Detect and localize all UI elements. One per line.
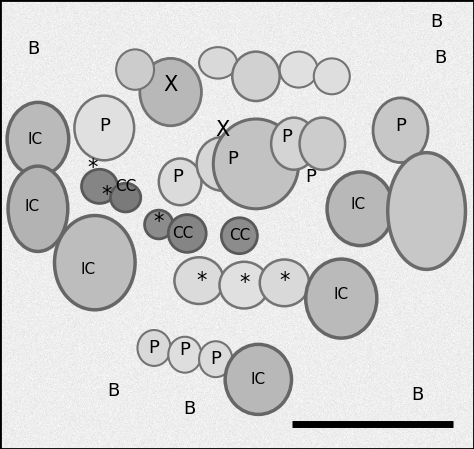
Ellipse shape	[140, 58, 201, 126]
Ellipse shape	[145, 210, 173, 239]
Ellipse shape	[74, 96, 134, 160]
Text: P: P	[210, 350, 221, 368]
Ellipse shape	[213, 119, 299, 209]
Ellipse shape	[8, 166, 68, 251]
Ellipse shape	[199, 47, 237, 79]
Text: CC: CC	[115, 179, 136, 194]
Text: *: *	[196, 271, 207, 291]
Ellipse shape	[373, 98, 428, 163]
Text: IC: IC	[28, 132, 43, 147]
Ellipse shape	[82, 169, 118, 203]
Text: P: P	[173, 168, 183, 186]
Text: P: P	[282, 128, 292, 146]
Ellipse shape	[199, 341, 232, 377]
Ellipse shape	[7, 102, 69, 176]
Text: B: B	[430, 13, 442, 31]
Ellipse shape	[388, 153, 465, 269]
Text: IC: IC	[25, 199, 40, 214]
Ellipse shape	[327, 172, 393, 246]
Ellipse shape	[271, 118, 317, 170]
Text: P: P	[99, 117, 109, 135]
Text: P: P	[305, 168, 316, 186]
Text: P: P	[180, 341, 190, 359]
Ellipse shape	[137, 330, 171, 366]
Ellipse shape	[221, 218, 257, 254]
Text: X: X	[164, 75, 178, 95]
Text: IC: IC	[350, 197, 365, 212]
Text: P: P	[149, 339, 159, 357]
Text: *: *	[154, 212, 164, 232]
Text: IC: IC	[334, 286, 349, 302]
Text: *: *	[87, 158, 98, 178]
Text: B: B	[108, 382, 120, 400]
Text: CC: CC	[172, 226, 193, 241]
Text: B: B	[183, 400, 196, 418]
Ellipse shape	[225, 344, 292, 414]
Ellipse shape	[174, 257, 224, 304]
Text: IC: IC	[80, 262, 95, 277]
Text: IC: IC	[251, 372, 266, 387]
Text: *: *	[279, 271, 290, 291]
Ellipse shape	[197, 137, 249, 191]
Ellipse shape	[314, 58, 350, 94]
Ellipse shape	[159, 158, 201, 205]
Ellipse shape	[306, 259, 377, 338]
Text: B: B	[27, 40, 39, 58]
Ellipse shape	[168, 337, 201, 373]
Ellipse shape	[110, 183, 141, 212]
Ellipse shape	[280, 52, 318, 88]
Text: CC: CC	[229, 228, 250, 243]
Text: P: P	[227, 150, 237, 168]
Text: X: X	[216, 120, 230, 140]
Text: *: *	[239, 273, 249, 293]
Ellipse shape	[232, 52, 280, 101]
Ellipse shape	[219, 262, 269, 308]
Ellipse shape	[116, 49, 154, 90]
Ellipse shape	[260, 260, 309, 306]
Text: B: B	[435, 49, 447, 67]
Ellipse shape	[300, 118, 345, 170]
Text: B: B	[411, 386, 423, 404]
Ellipse shape	[55, 216, 135, 310]
Text: P: P	[395, 117, 406, 135]
Text: *: *	[101, 185, 112, 205]
Ellipse shape	[168, 215, 206, 252]
